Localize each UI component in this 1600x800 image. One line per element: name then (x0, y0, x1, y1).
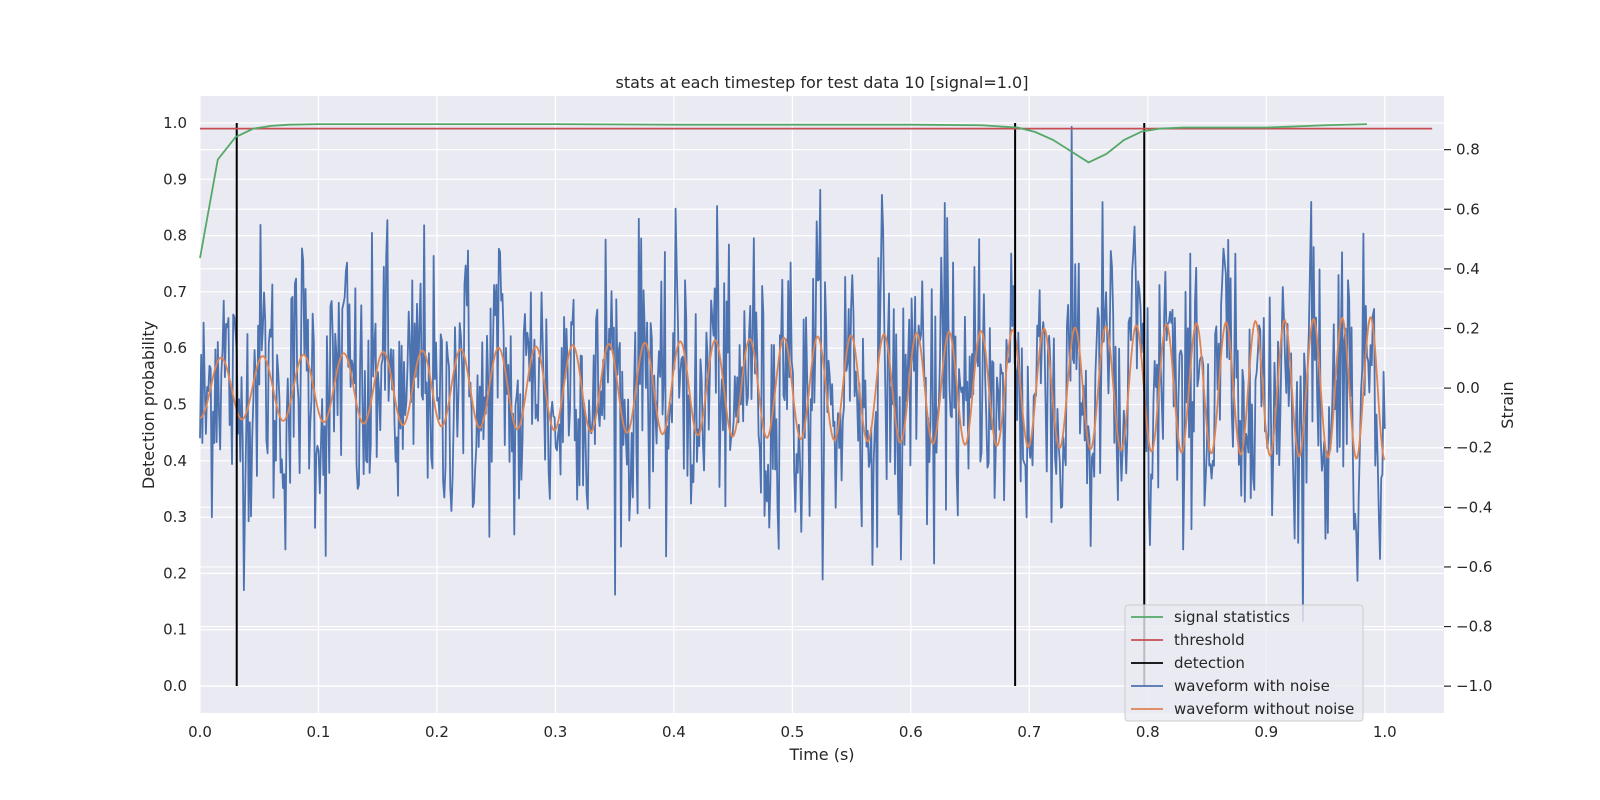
series-signal-statistics (199, 123, 1368, 259)
series-waveform-with-noise (199, 125, 1386, 623)
x-tick-label: 0.0 (188, 723, 212, 741)
legend-label-waveform-without-noise: waveform without noise (1174, 700, 1354, 718)
y2-tick-label: −0.2 (1456, 439, 1492, 457)
y-axis-label: Detection probability (139, 321, 158, 489)
y-tick-label: 0.6 (163, 339, 187, 357)
y-tick-label: 0.0 (163, 677, 187, 695)
series-layer (199, 123, 1433, 686)
x-tick-label: 0.4 (662, 723, 686, 741)
legend-box (1124, 604, 1364, 722)
y2-tick-label: 0.8 (1456, 141, 1480, 159)
y2-tick-label: 0.6 (1456, 200, 1480, 218)
chart-title: stats at each timestep for test data 10 … (616, 73, 1029, 92)
y2-tick-label: −0.4 (1456, 498, 1492, 516)
y2-tick-label: 0.2 (1456, 319, 1480, 337)
x-tick-label: 0.8 (1136, 723, 1160, 741)
y2-tick-label: 0.0 (1456, 379, 1480, 397)
y-tick-label: 0.1 (163, 621, 187, 639)
y2-tick-label: −1.0 (1456, 677, 1492, 695)
y-tick-label: 0.5 (163, 396, 187, 414)
legend: signal statistics threshold detection wa… (1124, 604, 1364, 722)
y2-tick-label: −0.6 (1456, 558, 1492, 576)
x-tick-label: 0.1 (307, 723, 331, 741)
y-tick-label: 0.9 (163, 170, 187, 188)
legend-label-threshold: threshold (1174, 631, 1245, 649)
x-tick-label: 0.2 (425, 723, 449, 741)
x-tick-label: 0.9 (1254, 723, 1278, 741)
x-tick-label: 0.3 (543, 723, 567, 741)
y-tick-label: 1.0 (163, 114, 187, 132)
y-tick-label: 0.8 (163, 227, 187, 245)
x-tick-label: 0.5 (780, 723, 804, 741)
axes: 0.0 0.1 0.2 0.3 0.4 0.5 0.6 0.7 0.8 0.9 1.0 0.0 0.1 0… (163, 114, 1492, 741)
legend-label-signal-statistics: signal statistics (1174, 608, 1290, 626)
y-tick-label: 0.2 (163, 564, 187, 582)
x-axis-label: Time (s) (788, 745, 854, 764)
y-tick-label: 0.7 (163, 283, 187, 301)
y2-tick-label: −0.8 (1456, 618, 1492, 636)
x-tick-label: 0.6 (899, 723, 923, 741)
x-tick-label: 0.7 (1017, 723, 1041, 741)
legend-label-waveform-with-noise: waveform with noise (1174, 677, 1330, 695)
series-waveform-without-noise (199, 315, 1386, 461)
legend-label-detection: detection (1174, 654, 1245, 672)
y-tick-label: 0.4 (163, 452, 187, 470)
y2-axis-label: Strain (1498, 381, 1517, 428)
x-tick-label: 1.0 (1373, 723, 1397, 741)
y2-tick-label: 0.4 (1456, 260, 1480, 278)
y-tick-label: 0.3 (163, 508, 187, 526)
